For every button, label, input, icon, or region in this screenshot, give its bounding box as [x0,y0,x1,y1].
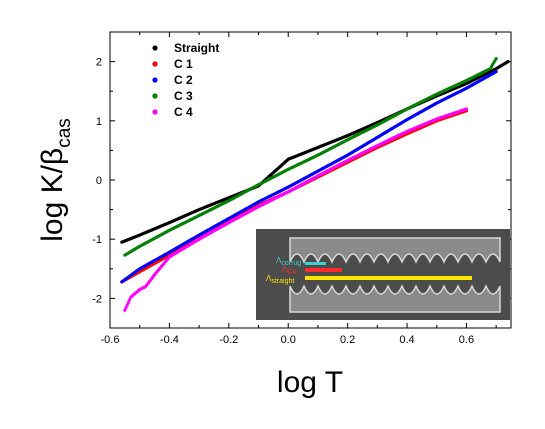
inset-micrograph: Λcorrug ΛC4 Λstraight [256,229,510,320]
x-tick-label: -0.6 [101,334,120,346]
data-point [494,70,498,74]
series-c-3 [123,57,498,257]
y-axis-title: log K/βcas [36,118,75,242]
corrug-label: Λcorrug [276,256,301,267]
legend-marker [152,45,158,51]
x-axis-title: log T [277,366,343,399]
data-point [125,303,129,307]
c4-label: ΛC4 [282,265,296,276]
y-tick-label: 1 [96,116,102,128]
data-point [464,107,469,111]
data-point [126,300,131,305]
x-tick-label: 0.6 [459,334,474,346]
data-point [128,298,132,302]
channel-wall-bottom [289,284,501,313]
y-tick-label: -1 [92,234,102,246]
legend-label: Straight [174,41,219,55]
legend-marker [152,77,158,83]
data-point [124,306,128,310]
data-point [506,60,510,64]
legend-marker [152,93,158,99]
series-c-4 [123,107,469,312]
legend-label: C 3 [174,89,193,103]
data-point [123,308,127,312]
series-layer [120,57,510,312]
x-tick-label: -0.2 [219,334,238,346]
x-axis-ticks: -0.6 -0.4 -0.2 0.0 0.2 0.4 0.6 [101,32,497,346]
legend-marker [152,109,158,115]
y-tick-label: 2 [96,57,102,69]
straight-label: Λstraight [266,274,294,285]
corrug-length-bar [305,262,326,265]
data-point [494,57,498,61]
legend-label: C 2 [174,73,193,87]
y-tick-label: -2 [92,293,102,305]
x-tick-label: 0.4 [399,334,414,346]
x-tick-label: 0.0 [281,334,296,346]
legend-label: C 1 [174,57,193,71]
straight-length-bar [305,276,472,280]
legend-label: C 4 [174,105,193,119]
svg-text:log K/βcas: log K/βcas [36,118,75,242]
series-c-2 [120,70,498,284]
c4-length-bar [305,268,342,272]
y-tick-label: 0 [96,175,102,187]
legend: Straight C 1 C 2 C 3 C 4 [152,41,219,119]
x-tick-label: -0.4 [160,334,179,346]
x-tick-label: 0.2 [340,334,355,346]
legend-marker [152,61,158,67]
channel-wall-top [289,237,501,264]
